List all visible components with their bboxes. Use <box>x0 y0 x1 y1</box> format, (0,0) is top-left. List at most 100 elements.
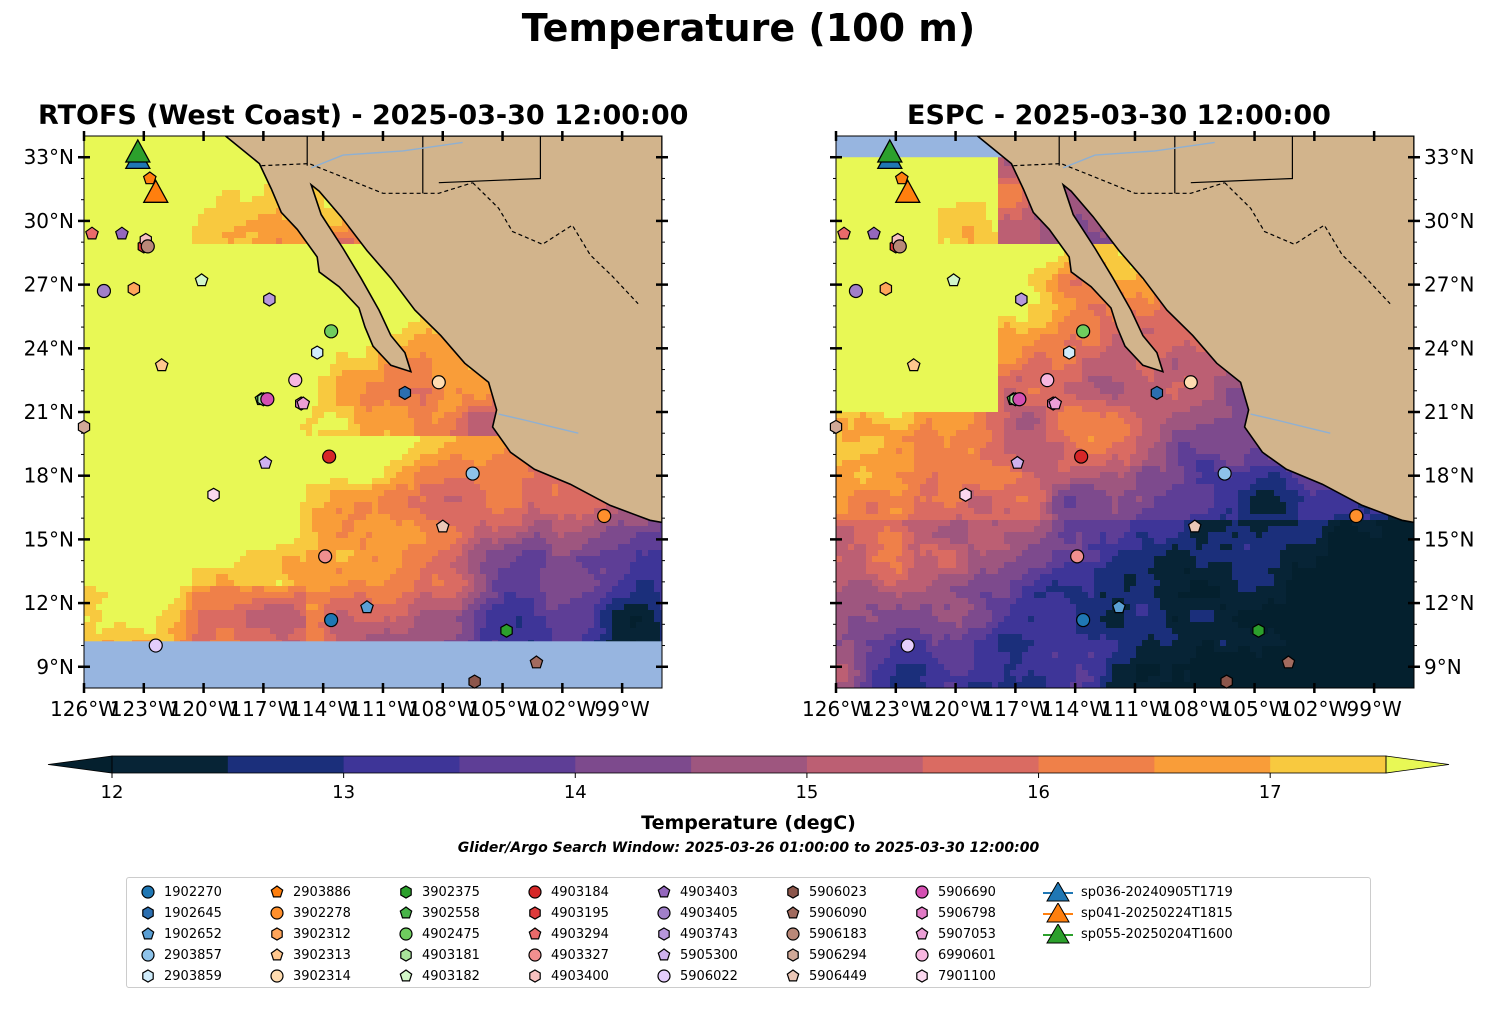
lon-tick-label: 126°W <box>802 697 870 721</box>
lat-tick-label: 24°N <box>24 336 74 360</box>
pentagon-marker-icon <box>399 969 413 982</box>
legend-label: 2903886 <box>293 884 351 900</box>
argo-float-marker <box>140 239 155 254</box>
lat-tick-label: 9°N <box>1424 655 1462 679</box>
legend-label: 5906449 <box>809 968 867 984</box>
legend-label: 4903181 <box>422 947 480 963</box>
legend-item: 4903294 <box>527 924 609 944</box>
argo-float-marker <box>142 171 157 185</box>
colorbar-bin <box>343 756 460 773</box>
colorbar-label: Temperature (degC) <box>641 812 856 834</box>
pentagon-marker-icon <box>786 906 800 919</box>
legend-marker <box>142 906 154 920</box>
glider-marker <box>894 178 921 203</box>
legend-label: 4903743 <box>680 926 738 942</box>
argo-float-marker <box>296 396 311 410</box>
legend-marker <box>271 927 283 941</box>
observation-markers <box>829 138 1364 689</box>
lat-tick-label: 30°N <box>1424 209 1474 233</box>
legend-item: 5906798 <box>914 903 996 923</box>
legend-label: 6990601 <box>938 947 996 963</box>
legend-marker <box>399 927 413 941</box>
legend: 1902270 1902645 1902652 2903857 2903859 29038… <box>126 877 1371 988</box>
legend-item: 4903743 <box>656 924 738 944</box>
legend-label: 2903859 <box>164 968 222 984</box>
legend-item: 3902375 <box>398 882 480 902</box>
argo-float-marker <box>1112 600 1126 614</box>
argo-float-marker <box>85 226 99 240</box>
legend-label: 3902278 <box>293 905 351 921</box>
land-mass <box>224 136 662 524</box>
legend-item: sp055-20250204T1600 <box>1043 924 1233 944</box>
colorbar-over-extension <box>1385 755 1450 774</box>
argo-float-marker <box>324 324 339 339</box>
argo-float-marker <box>866 226 881 240</box>
argo-float-marker <box>1010 455 1025 469</box>
legend-marker <box>529 969 541 983</box>
lat-tick-label: 15°N <box>1424 527 1474 551</box>
circle-marker-icon <box>270 906 284 920</box>
colorbar-under-extension <box>47 755 113 774</box>
lon-tick-label: 123°W <box>862 697 930 721</box>
triangle-marker-icon <box>1043 882 1073 902</box>
legend-marker <box>787 948 799 962</box>
legend-item: 5907053 <box>914 924 996 944</box>
legend-label: 5905300 <box>680 947 738 963</box>
argo-float-marker <box>529 655 544 669</box>
state-border <box>438 136 542 184</box>
colorbar-bin <box>922 756 1040 773</box>
glider-marker <box>124 138 151 163</box>
legend-marker <box>657 969 671 983</box>
legend-label: 5906022 <box>680 968 738 984</box>
legend-item: 5905300 <box>656 945 738 965</box>
lon-tick-label: 117°W <box>981 697 1049 721</box>
legend-label: 5906023 <box>809 884 867 900</box>
argo-float-marker <box>324 612 339 628</box>
glider-marker <box>142 178 169 203</box>
argo-float-marker <box>260 392 275 407</box>
legend-item: 2903857 <box>140 945 222 965</box>
argo-float-marker <box>360 600 374 614</box>
espc-map: 33°N 30°N 27°N 24°N 21°N 18°N 15°N 12°N 9°N 126°W… <box>802 131 1474 721</box>
lat-tick-label: 18°N <box>24 464 74 488</box>
legend-item: 4903195 <box>527 903 609 923</box>
hexagon-marker-icon <box>916 969 928 983</box>
temperature-field <box>84 136 662 688</box>
argo-float-marker <box>288 373 303 388</box>
argo-float-marker <box>1252 623 1265 638</box>
legend-marker <box>528 948 542 962</box>
legend-marker <box>915 885 929 899</box>
lon-tick-label: 111°W <box>349 697 417 721</box>
argo-float-marker <box>431 375 446 390</box>
legend-label: sp036-20240905T1719 <box>1081 884 1233 900</box>
lat-tick-label: 21°N <box>24 400 74 424</box>
legend-label: sp055-20250204T1600 <box>1081 926 1233 942</box>
hexagon-marker-icon <box>529 969 541 983</box>
argo-float-marker <box>77 419 91 435</box>
legend-marker <box>915 948 929 962</box>
lat-tick-label: 18°N <box>1424 464 1474 488</box>
legend-label: 4902475 <box>422 926 480 942</box>
legend-item: 3902314 <box>269 966 351 986</box>
circle-marker-icon <box>141 885 155 899</box>
legend-marker <box>270 906 284 920</box>
legend-label: 4903327 <box>551 947 609 963</box>
legend-item: 1902652 <box>140 924 222 944</box>
legend-item: 4903405 <box>656 903 738 923</box>
pentagon-marker-icon <box>915 927 929 940</box>
colorbar-tick-label: 17 <box>1259 782 1282 803</box>
legend-item: 2903859 <box>140 966 222 986</box>
legend-marker <box>657 885 671 898</box>
lat-tick-label: 21°N <box>1424 400 1474 424</box>
lon-tick-label: 114°W <box>289 697 357 721</box>
argo-float-marker <box>894 171 909 185</box>
river <box>1062 141 1215 169</box>
legend-item: 6990601 <box>914 945 996 965</box>
lat-tick-label: 9°N <box>36 655 74 679</box>
lon-tick-label: 108°W <box>409 697 477 721</box>
legend-label: 4903403 <box>680 884 738 900</box>
argo-float-marker <box>900 638 915 653</box>
argo-float-marker <box>468 674 481 689</box>
legend-item: sp041-20250224T1815 <box>1043 903 1233 923</box>
